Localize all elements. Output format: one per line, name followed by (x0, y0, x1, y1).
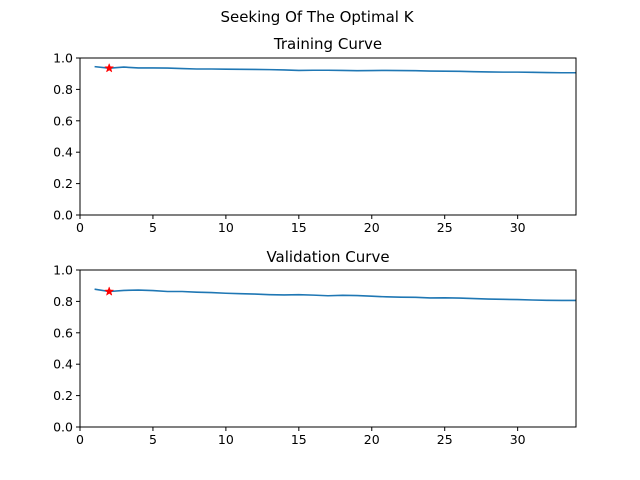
validation-x-tick-label: 5 (149, 432, 157, 447)
validation-x-tick-label: 25 (437, 432, 453, 447)
validation-x-tick-label: 30 (510, 432, 526, 447)
training-plot-frame (79, 57, 577, 216)
figure-suptitle: Seeking Of The Optimal K (220, 8, 414, 26)
training-x-tick-label: 10 (218, 220, 234, 235)
validation-x-tick-label: 10 (218, 432, 234, 447)
training-x-tick-label: 5 (149, 220, 157, 235)
training-y-tick-label: 0.4 (53, 145, 73, 160)
validation-y-tick-label: 1.0 (53, 263, 73, 278)
validation-x-tick-label: 0 (76, 432, 84, 447)
validation-curve-title: Validation Curve (266, 248, 389, 266)
validation-y-tick-label: 0.4 (53, 357, 73, 372)
training-x-tick-label: 20 (364, 220, 380, 235)
validation-x-tick-label: 20 (364, 432, 380, 447)
training-x-tick-label: 0 (76, 220, 84, 235)
validation-x-tick-label: 15 (291, 432, 307, 447)
validation-optimal-k-marker (104, 286, 115, 296)
training-curve-title: Training Curve (273, 35, 382, 53)
training-y-tick-label: 1.0 (53, 51, 73, 66)
training-x-tick-label: 15 (291, 220, 307, 235)
training-x-tick-label: 25 (437, 220, 453, 235)
validation-plot-frame (79, 269, 577, 428)
training-y-tick-label: 0.2 (53, 176, 73, 191)
validation-y-tick-label: 0.2 (53, 388, 73, 403)
training-series-line (94, 65, 576, 74)
validation-y-tick-label: 0.0 (53, 420, 73, 435)
validation-curve-axes: Validation Curve 0 5 10 15 20 25 30 0.0 0.2 0.4 0.… (53, 248, 577, 447)
validation-y-tick-label: 0.6 (53, 325, 73, 340)
training-x-tick-label: 30 (510, 220, 526, 235)
validation-y-tick-label: 0.8 (53, 294, 73, 309)
training-y-tick-label: 0.0 (53, 208, 73, 223)
training-y-tick-label: 0.6 (53, 113, 73, 128)
validation-series-line (94, 288, 576, 302)
training-curve-axes: Training Curve 0 5 10 15 20 25 30 0.0 0.2 0.4 0.6 0… (53, 35, 577, 235)
training-optimal-k-marker (104, 62, 115, 73)
training-y-tick-label: 0.8 (53, 82, 73, 97)
